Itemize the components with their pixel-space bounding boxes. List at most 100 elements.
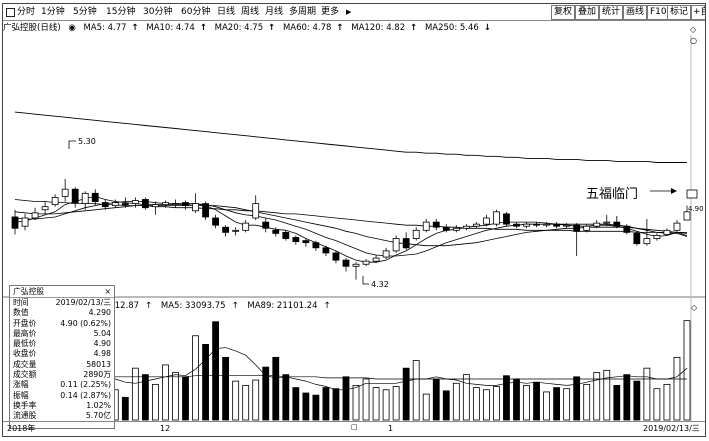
candle-body xyxy=(432,221,440,228)
info-row: 成交额 2890万 xyxy=(10,370,114,380)
period-1min[interactable]: 1分钟 xyxy=(41,7,65,17)
period-more[interactable]: 更多 xyxy=(321,7,340,17)
volume-bar xyxy=(172,372,179,421)
close-icon[interactable]: × xyxy=(104,287,111,296)
volume-bar xyxy=(232,380,240,421)
period-fenshi[interactable]: 分时 xyxy=(17,7,36,17)
main-chart-header: 广弘控股(日线) ◉ MA5: 4.77 ↑ MA10: 4.74 ↑ MA20: … xyxy=(3,21,496,35)
candle-body xyxy=(493,211,500,225)
stats-button[interactable]: 统计 xyxy=(599,5,624,20)
volume-bar xyxy=(141,374,149,421)
volume-bar xyxy=(462,374,470,421)
info-value: 0.14 (2.87%) xyxy=(60,390,111,400)
volume-bar xyxy=(382,389,390,421)
volume-bar xyxy=(192,335,199,421)
overlay-button[interactable]: 叠加 xyxy=(575,5,600,20)
period-60min[interactable]: 60分钟 xyxy=(181,7,211,17)
window-icon[interactable] xyxy=(6,8,15,17)
candle-body xyxy=(392,238,400,252)
volume-diamond-icon[interactable]: ◇ xyxy=(691,303,698,312)
candle-body xyxy=(533,223,540,226)
candle-body xyxy=(653,235,661,239)
candle-body xyxy=(513,223,520,227)
volume-bar xyxy=(332,388,340,421)
period-monthly[interactable]: 月线 xyxy=(265,7,284,17)
quote-info-panel[interactable]: 广弘控股 × 时间 2019/02/13/三 数值 4.290 开盘价 4.90 (0.6… xyxy=(9,285,115,429)
info-row: 数值 4.290 xyxy=(10,308,114,318)
volume-bar xyxy=(222,356,230,421)
volume-bar xyxy=(242,385,250,421)
ma20-label: MA20: 4.75 ↑ xyxy=(214,23,276,33)
candle-body xyxy=(292,237,300,243)
candle-body xyxy=(623,225,631,233)
volume-bar xyxy=(483,389,490,421)
period-5min[interactable]: 5分钟 xyxy=(73,7,97,17)
ma250-line xyxy=(14,111,687,163)
candle-body xyxy=(121,203,129,206)
fuquan-button[interactable]: 复权 xyxy=(551,5,576,20)
low-price-label: 4.32 xyxy=(371,280,389,289)
ma250-label: MA250: 5.46 ↓ xyxy=(424,23,491,33)
candle-body xyxy=(452,227,460,231)
candle-body xyxy=(202,203,209,218)
diamond-icon[interactable]: ◇ xyxy=(690,25,697,34)
volume-ma89: MA89: 21101.24 ↑ xyxy=(247,301,331,311)
more-arrow-icon[interactable]: ▶ xyxy=(346,8,352,16)
candle-body xyxy=(31,212,39,219)
time-axis: 2018年 12 1 2019/02/13/三 □ xyxy=(3,421,705,436)
volume-bar xyxy=(212,321,219,421)
candle-body xyxy=(683,211,691,221)
candle-body xyxy=(573,224,581,232)
draw-line-button[interactable]: 画线 xyxy=(623,5,648,20)
volume-bar xyxy=(553,387,561,421)
volume-bar xyxy=(372,387,380,421)
settings-dot-icon[interactable]: ◉ xyxy=(68,23,76,33)
candle-body xyxy=(302,240,310,244)
volume-bar xyxy=(452,382,460,421)
period-daily[interactable]: 日线 xyxy=(217,7,236,17)
info-panel-title[interactable]: 广弘控股 × xyxy=(10,286,114,298)
candle-body xyxy=(222,226,230,233)
period-15min[interactable]: 15分钟 xyxy=(106,7,136,17)
volume-bar xyxy=(121,396,129,421)
ma20-line xyxy=(14,205,688,247)
volume-bar xyxy=(202,343,209,421)
candle-body xyxy=(192,203,199,212)
ma120-label: MA120: 4.82 ↑ xyxy=(351,23,418,33)
chart-canvas[interactable]: 5.30 4.32 五福临门 4.90 ◇ ○ ◇ xyxy=(3,4,705,436)
info-label: 流通股 xyxy=(13,411,37,421)
info-label: 振幅 xyxy=(13,390,29,400)
volume-bar xyxy=(392,386,400,421)
volume-bar xyxy=(292,387,300,421)
stock-chart-window: 分时 1分钟 5分钟 15分钟 30分钟 60分钟 日线 周线 月线 多周期 更… xyxy=(2,3,706,437)
ma5-label: MA5: 4.77 ↑ xyxy=(83,23,139,33)
dot-icon[interactable]: ○ xyxy=(690,36,697,45)
candle-body xyxy=(372,257,380,262)
candle-body xyxy=(172,203,179,205)
time-label-year: 2018年 xyxy=(7,424,36,433)
volume-ma-lines xyxy=(14,347,688,391)
time-label-current: 2019/02/13/三 xyxy=(643,424,700,433)
period-multi[interactable]: 多周期 xyxy=(289,7,317,17)
candle-body xyxy=(152,204,159,208)
mark-button[interactable]: 标记 xyxy=(667,5,692,20)
info-value: 5.70亿 xyxy=(85,411,111,421)
candle-body xyxy=(322,247,330,254)
volume-bar xyxy=(322,387,330,421)
custom-button[interactable]: +自 xyxy=(691,5,705,20)
candle-body xyxy=(61,188,69,197)
candle-body xyxy=(472,223,480,227)
info-row: 流通股 5.70亿 xyxy=(10,411,114,421)
candle-body xyxy=(553,223,561,227)
volume-bar xyxy=(633,380,641,421)
volume-bar xyxy=(533,381,540,421)
candle-body xyxy=(272,229,280,234)
period-30min[interactable]: 30分钟 xyxy=(143,7,173,17)
period-weekly[interactable]: 周线 xyxy=(241,7,260,17)
candle-body xyxy=(141,199,149,209)
chart-title: 广弘控股(日线) xyxy=(3,23,61,33)
scroll-handle-icon[interactable]: □ xyxy=(351,423,358,431)
info-value: 4.90 xyxy=(93,339,111,349)
info-label: 成交额 xyxy=(13,370,37,380)
candle-body xyxy=(91,192,99,202)
